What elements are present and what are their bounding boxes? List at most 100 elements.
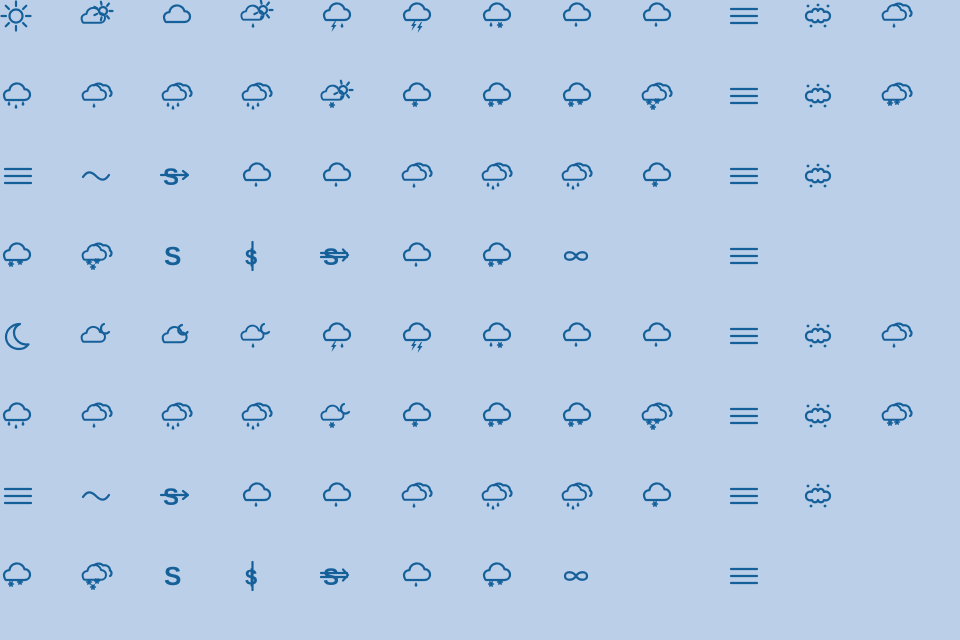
rain-icon [562, 2, 592, 27]
partly-cloudy-day-icon [80, 0, 114, 24]
fog-icon [729, 327, 759, 345]
hail-icon [804, 323, 832, 348]
strong-wind-icon: S [319, 560, 400, 640]
snow-icon [482, 242, 512, 267]
hail-icon [800, 320, 880, 400]
rain-icon [320, 160, 400, 240]
heavy-rain-icon [0, 400, 80, 480]
rain-icon [640, 320, 720, 400]
thunderstorm-rain-icon [322, 322, 352, 352]
light-snow-icon [640, 480, 720, 560]
wind-icon: S [159, 164, 190, 191]
snow-icon [0, 560, 80, 640]
svg-text:S: S [163, 164, 179, 191]
thunderstorm-rain-icon [322, 2, 352, 32]
svg-text:$: $ [245, 245, 257, 270]
heavy-rain-icon [2, 402, 32, 429]
fog-icon [0, 480, 80, 560]
clouds-snow-icon [881, 402, 913, 426]
snow-icon [480, 560, 560, 640]
rain-icon [322, 162, 352, 187]
fog-icon [3, 167, 33, 185]
infinity-icon [563, 571, 589, 581]
heavy-rain-icon [0, 80, 80, 160]
sandstorm-icon: $ [240, 240, 320, 320]
clouds-rain-icon [80, 400, 160, 480]
fog-icon [0, 160, 80, 240]
heavy-snow-icon [81, 242, 113, 270]
svg-text:S: S [164, 241, 181, 271]
fog-icon [729, 87, 759, 105]
rain-icon [560, 320, 640, 400]
clouds-rain-icon [81, 402, 113, 428]
strong-wind-icon: S [319, 244, 350, 271]
fog-icon [720, 240, 800, 320]
clouds-heavy-rain-icon [561, 482, 593, 510]
fog-icon [720, 480, 800, 560]
clouds-rain-icon [81, 82, 113, 108]
rain-icon [640, 0, 720, 80]
fog-icon [729, 407, 759, 425]
partly-cloudy-night-drizzle-icon [240, 320, 320, 400]
clouds-heavy-rain-icon [241, 402, 273, 430]
clouds-heavy-rain-icon [160, 400, 240, 480]
haze-icon [80, 160, 160, 240]
partly-cloudy-night-snow-icon [320, 402, 351, 428]
partly-cloudy-day-drizzle-icon [240, 0, 274, 28]
heavy-rain-icon [2, 82, 32, 109]
clouds-snow-icon [880, 80, 960, 160]
infinity-icon [560, 240, 640, 320]
partly-cloudy-night-snow-icon [320, 400, 400, 480]
partly-cloudy-day-drizzle-icon [240, 0, 320, 80]
hail-icon [800, 80, 880, 160]
clouds-rain-icon [880, 320, 960, 400]
clouds-heavy-rain-icon [481, 482, 513, 510]
fog-icon [720, 0, 800, 80]
light-snow-icon [642, 482, 672, 507]
fog-icon [729, 487, 759, 505]
heavy-snow-icon [80, 240, 160, 320]
light-snow-icon [640, 160, 720, 240]
empty-cell [640, 240, 720, 320]
clouds-heavy-rain-icon [241, 82, 273, 110]
clouds-rain-icon [401, 482, 433, 508]
rain-icon [402, 242, 432, 267]
rain-icon [320, 480, 400, 560]
hail-icon [800, 480, 880, 560]
rain-icon [322, 482, 352, 507]
fog-icon [720, 80, 800, 160]
clouds-rain-icon [880, 0, 960, 80]
empty-cell [800, 240, 880, 320]
rain-icon [242, 162, 272, 187]
partly-cloudy-night-icon [80, 320, 160, 400]
fog-icon [729, 7, 759, 25]
sun-icon [0, 0, 80, 80]
thunderstorm-icon [400, 0, 480, 80]
clouds-heavy-rain-icon [480, 160, 560, 240]
light-snow-icon [642, 162, 672, 187]
sandstorm-icon: $ [245, 240, 257, 272]
hail-icon [804, 3, 832, 28]
empty-cell [640, 560, 720, 640]
sleet-icon [480, 0, 560, 80]
wind-icon: S [159, 160, 240, 240]
snow-icon [2, 562, 32, 587]
fog-icon [729, 567, 759, 585]
cloud-icon [162, 4, 192, 24]
clouds-heavy-rain-icon [161, 82, 193, 110]
wind-icon: S [159, 484, 190, 511]
clouds-heavy-rain-icon [480, 480, 560, 560]
clouds-rain-icon [80, 80, 160, 160]
snow-icon [482, 402, 512, 427]
rain-icon [642, 322, 672, 347]
partly-cloudy-day-icon [80, 0, 160, 80]
hail-icon [800, 0, 880, 80]
hail-icon [804, 483, 832, 508]
cloudy-night-icon [160, 320, 240, 400]
haze-icon [81, 491, 111, 501]
clouds-heavy-rain-icon [560, 480, 640, 560]
clouds-rain-icon [881, 322, 913, 348]
rain-icon [242, 482, 272, 507]
clouds-heavy-rain-icon [240, 400, 320, 480]
